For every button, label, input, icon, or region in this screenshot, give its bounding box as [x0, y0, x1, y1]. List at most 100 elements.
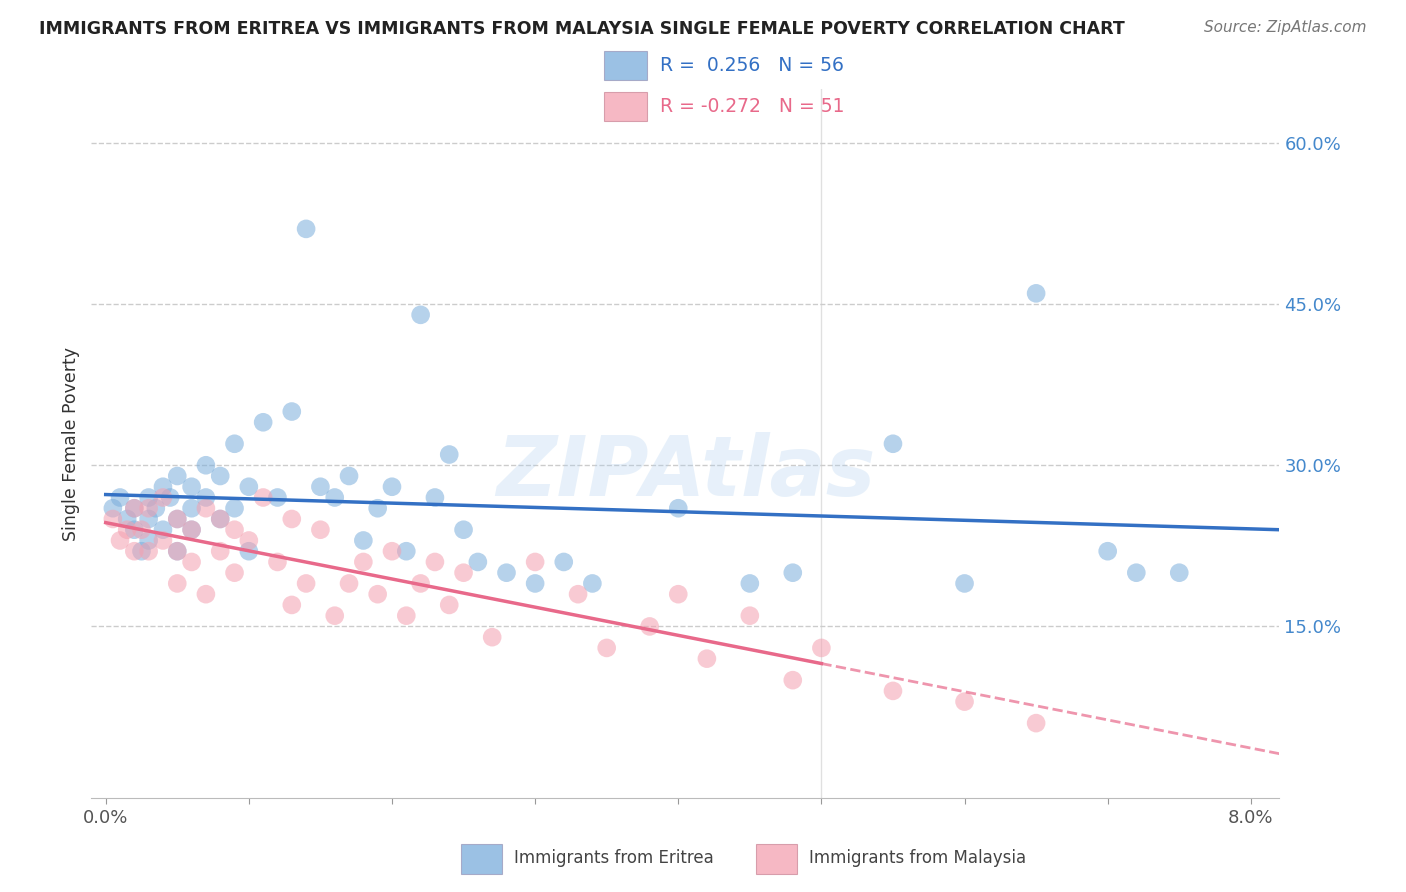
Point: [395, 608, 418, 623]
Point: [166, 512, 188, 526]
Point: [138, 544, 160, 558]
Point: [180, 501, 202, 516]
Point: [224, 436, 246, 450]
Point: [209, 469, 232, 483]
Point: [337, 576, 360, 591]
Point: [352, 555, 374, 569]
Point: [524, 555, 547, 569]
Point: [252, 415, 274, 429]
Point: [209, 544, 232, 558]
Text: Immigrants from Eritrea: Immigrants from Eritrea: [513, 849, 713, 867]
Point: [166, 469, 188, 483]
Point: [581, 576, 603, 591]
Point: [295, 576, 318, 591]
Point: [115, 512, 138, 526]
Point: [101, 501, 124, 516]
Point: [224, 501, 246, 516]
Point: [567, 587, 589, 601]
Point: [194, 491, 217, 505]
Point: [152, 533, 174, 548]
Text: R =  0.256   N = 56: R = 0.256 N = 56: [659, 56, 844, 75]
Point: [108, 491, 131, 505]
Point: [439, 598, 461, 612]
Point: [467, 555, 489, 569]
Point: [209, 512, 232, 526]
Point: [266, 491, 288, 505]
Point: [395, 544, 418, 558]
Point: [495, 566, 517, 580]
Bar: [756, 844, 797, 874]
Point: [101, 512, 124, 526]
Point: [367, 501, 389, 516]
Point: [1025, 286, 1047, 301]
Point: [145, 501, 167, 516]
Point: [138, 512, 160, 526]
Point: [1125, 566, 1147, 580]
Point: [381, 480, 404, 494]
Point: [166, 512, 188, 526]
Point: [738, 608, 761, 623]
Point: [524, 576, 547, 591]
Point: [738, 576, 761, 591]
Point: [323, 491, 346, 505]
Point: [131, 523, 153, 537]
Point: [180, 555, 202, 569]
Point: [194, 587, 217, 601]
Point: [252, 491, 274, 505]
Point: [166, 544, 188, 558]
Point: [782, 566, 804, 580]
Text: R = -0.272   N = 51: R = -0.272 N = 51: [659, 96, 845, 116]
Point: [124, 501, 146, 516]
Point: [124, 544, 146, 558]
Point: [281, 512, 304, 526]
Point: [131, 544, 153, 558]
Point: [115, 523, 138, 537]
Point: [1097, 544, 1119, 558]
Point: [381, 544, 404, 558]
Point: [152, 491, 174, 505]
Point: [309, 523, 332, 537]
Point: [553, 555, 575, 569]
Point: [409, 576, 432, 591]
Point: [638, 619, 661, 633]
Point: [481, 630, 503, 644]
Y-axis label: Single Female Poverty: Single Female Poverty: [62, 347, 80, 541]
Point: [953, 695, 976, 709]
Text: Immigrants from Malaysia: Immigrants from Malaysia: [808, 849, 1026, 867]
Point: [138, 533, 160, 548]
Point: [180, 523, 202, 537]
Point: [1025, 716, 1047, 731]
Point: [439, 448, 461, 462]
Point: [453, 566, 475, 580]
Point: [882, 684, 904, 698]
Text: Source: ZipAtlas.com: Source: ZipAtlas.com: [1204, 20, 1367, 35]
Point: [209, 512, 232, 526]
Point: [166, 576, 188, 591]
Point: [696, 651, 718, 665]
Point: [337, 469, 360, 483]
Point: [180, 480, 202, 494]
Point: [224, 523, 246, 537]
Point: [810, 640, 832, 655]
Point: [666, 587, 689, 601]
Point: [953, 576, 976, 591]
Point: [108, 533, 131, 548]
Bar: [603, 51, 647, 79]
Point: [281, 598, 304, 612]
Point: [194, 458, 217, 473]
Point: [409, 308, 432, 322]
Point: [295, 222, 318, 236]
Point: [666, 501, 689, 516]
Point: [238, 544, 260, 558]
Point: [352, 533, 374, 548]
Point: [882, 436, 904, 450]
Point: [124, 501, 146, 516]
Point: [1168, 566, 1191, 580]
Point: [138, 501, 160, 516]
Point: [367, 587, 389, 601]
Point: [309, 480, 332, 494]
Point: [166, 544, 188, 558]
Point: [238, 480, 260, 494]
Text: ZIPAtlas: ZIPAtlas: [496, 432, 875, 513]
Point: [596, 640, 619, 655]
